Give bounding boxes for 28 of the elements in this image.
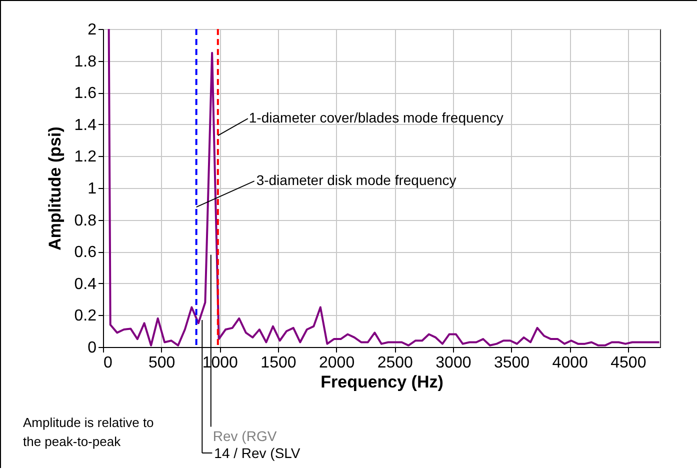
- x-tick-label: 0: [104, 354, 112, 372]
- y-tick-label: 0.2: [74, 308, 97, 325]
- y-tick-label: 2: [88, 22, 97, 38]
- x-tick-label: 4000: [552, 354, 588, 372]
- x-tick-label: 500: [148, 354, 176, 372]
- annotation: 1-diameter cover/blades mode frequency: [248, 110, 504, 126]
- x-tick-label: 4500: [610, 354, 646, 372]
- x-tick-label: 3000: [436, 354, 472, 372]
- x-tick-label: 2000: [319, 354, 355, 372]
- line-series: [108, 29, 660, 346]
- y-tick-label: 1: [88, 180, 97, 198]
- y-tick-label: 0.8: [74, 212, 97, 230]
- y-tick-label: 1.8: [74, 53, 97, 70]
- x-tick-label: 3500: [494, 354, 530, 372]
- x-tick-label: 1500: [260, 354, 296, 372]
- y-tick-label: 1.2: [74, 148, 97, 166]
- y-tick-label: 0.4: [74, 276, 97, 293]
- x-tick-label: 2500: [377, 354, 414, 372]
- text: Amplitude is relative to the peak-to-peak: [23, 415, 154, 449]
- annotation: Rev (RGV: [212, 428, 278, 444]
- y-tick-label: 1.4: [74, 116, 97, 134]
- y-tick-label: 0.6: [74, 244, 97, 262]
- y-tick-label: 1.6: [74, 85, 97, 102]
- y-axis-title: Amplitude (psi): [45, 126, 64, 250]
- x-axis-title: Frequency (Hz): [320, 372, 444, 392]
- annotation: 14 / Rev (SLV: [214, 444, 301, 461]
- annotation: 3-diameter disk mode frequency: [256, 172, 456, 188]
- y-tick-label: 0: [88, 340, 97, 356]
